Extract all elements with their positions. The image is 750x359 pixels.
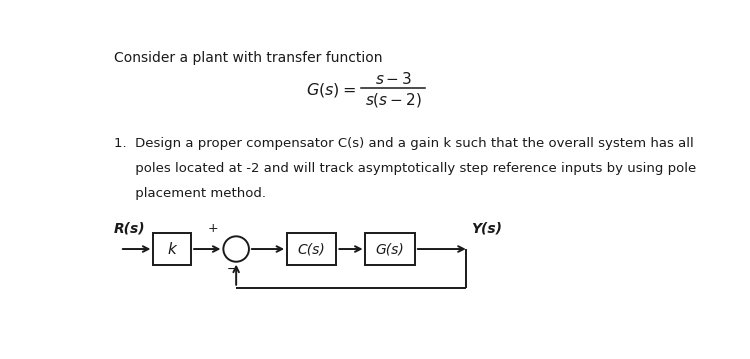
Text: G(s): G(s) <box>376 242 404 256</box>
Text: $G(s) =$: $G(s) =$ <box>306 81 356 99</box>
Text: k: k <box>168 242 177 257</box>
Text: −: − <box>226 263 237 276</box>
Text: poles located at -2 and will track asymptotically step reference inputs by using: poles located at -2 and will track asymp… <box>114 162 696 175</box>
FancyBboxPatch shape <box>153 233 191 265</box>
Text: Y(s): Y(s) <box>472 221 502 235</box>
Text: 1.  Design a proper compensator C(s) and a gain k such that the overall system h: 1. Design a proper compensator C(s) and … <box>114 137 694 150</box>
FancyBboxPatch shape <box>365 233 415 265</box>
Ellipse shape <box>224 236 249 262</box>
Text: C(s): C(s) <box>298 242 326 256</box>
Text: Consider a plant with transfer function: Consider a plant with transfer function <box>114 51 382 65</box>
Text: placement method.: placement method. <box>114 187 266 200</box>
Text: $s-3$: $s-3$ <box>374 71 412 87</box>
FancyBboxPatch shape <box>287 233 337 265</box>
Text: R(s): R(s) <box>114 221 146 235</box>
Text: $s(s-2)$: $s(s-2)$ <box>364 91 422 109</box>
Text: +: + <box>208 222 219 235</box>
